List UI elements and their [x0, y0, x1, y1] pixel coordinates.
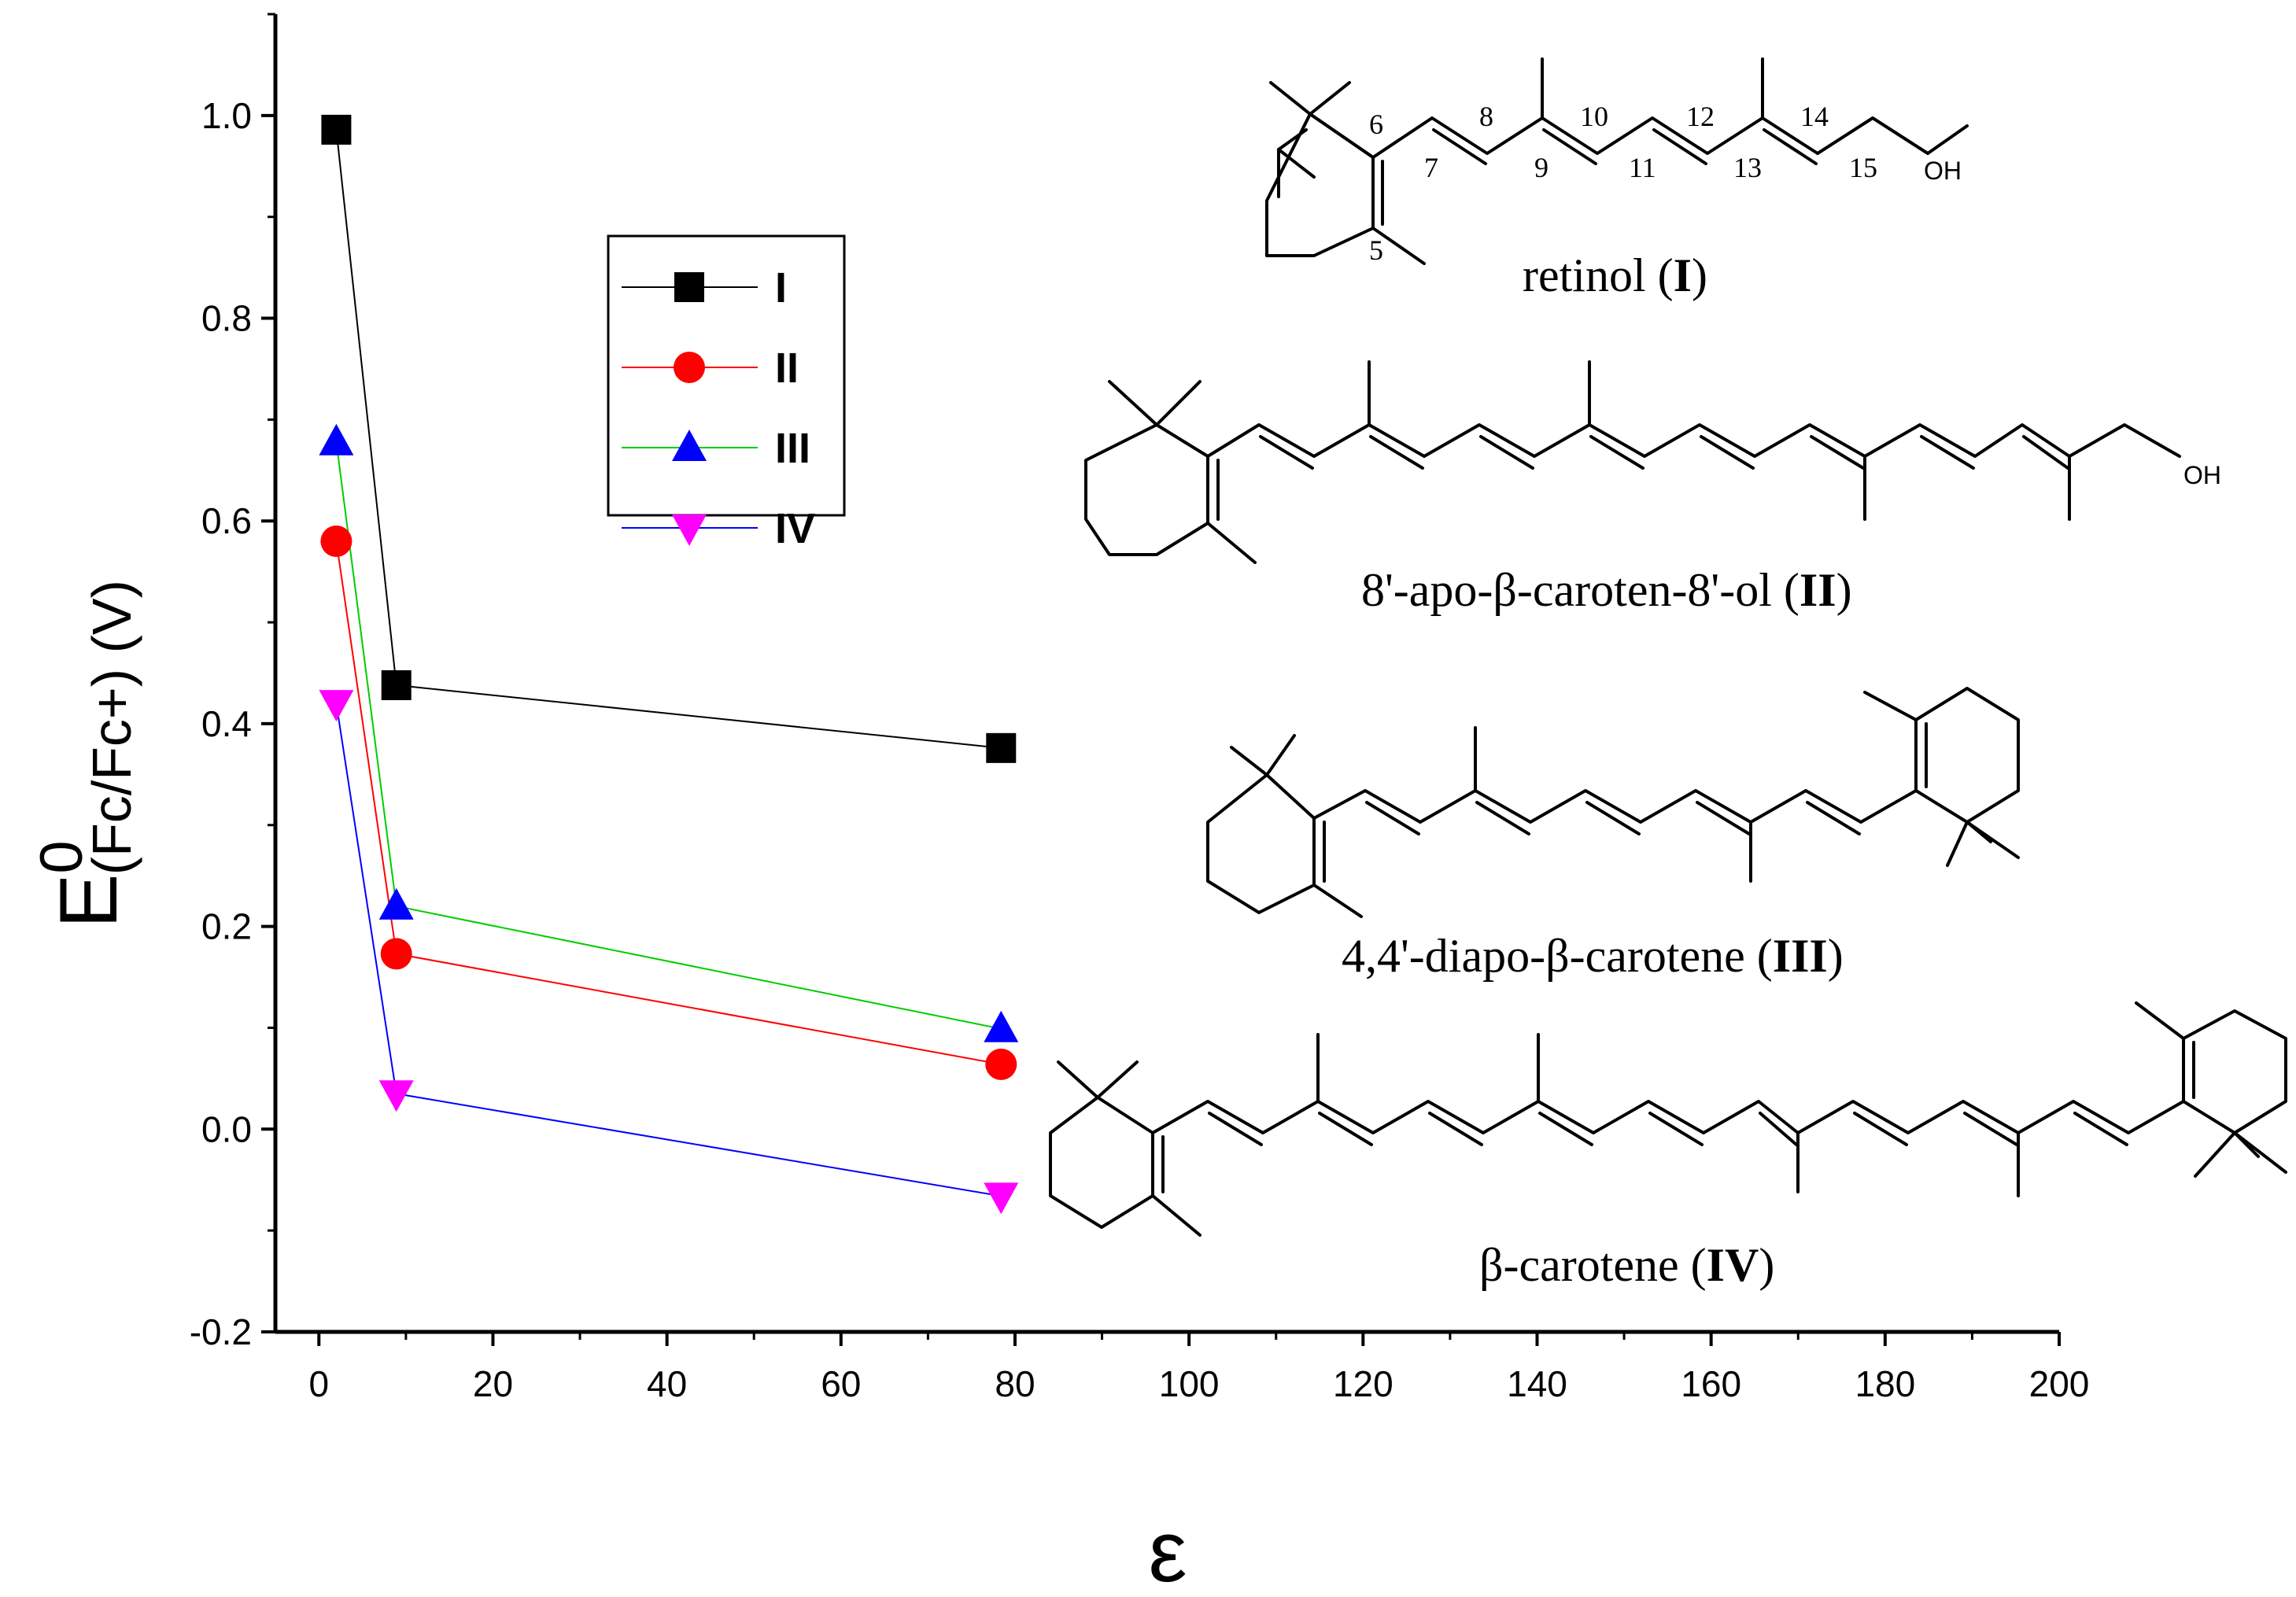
x-tick-label: 0	[308, 1363, 329, 1404]
atom-number-6: 6	[1369, 109, 1383, 140]
data-point-IV	[984, 1182, 1019, 1215]
data-point-II	[380, 938, 412, 970]
y-axis-title-sub: (Fc/Fc+) (V)	[81, 580, 142, 875]
beta-caption: β-carotene (IV)	[1479, 1239, 1774, 1291]
x-axis-title: ε	[1148, 1503, 1187, 1597]
retinol-oh-label: OH	[1924, 157, 1962, 185]
y-ticks: -0.2 0.0 0.2 0.4 0.6 0.8 1.0	[190, 13, 275, 1352]
data-point-III	[319, 423, 354, 455]
y-tick-label: 0.4	[201, 703, 252, 744]
atom-number-15: 15	[1849, 152, 1877, 183]
x-tick-label: 100	[1159, 1363, 1220, 1404]
legend-marker-IV	[672, 515, 707, 546]
data-point-IV	[319, 690, 354, 722]
data-point-I	[381, 669, 412, 700]
apo-oh-label: OH	[2183, 461, 2221, 489]
legend-marker-III	[672, 430, 707, 461]
data-point-II	[985, 1048, 1017, 1080]
atom-number-7: 7	[1424, 152, 1438, 183]
y-tick-label: 0.6	[201, 500, 252, 541]
apo-caption: 8'-apo-β-caroten-8'-ol (II)	[1361, 564, 1852, 616]
data-point-IV	[378, 1080, 414, 1112]
series-line-III	[335, 441, 1002, 1030]
x-tick-label: 120	[1333, 1363, 1393, 1404]
y-axis-title-sup: 0	[28, 840, 95, 873]
x-ticks: 0 20 40 60 80 100 120 140 160 180 200	[308, 1332, 2089, 1404]
atom-number-8: 8	[1479, 101, 1493, 132]
x-tick-label: 40	[647, 1363, 687, 1404]
data-point-II	[320, 526, 353, 557]
x-tick-label: 180	[1855, 1363, 1915, 1404]
y-axis-title: E0(Fc/Fc+) (V)	[28, 580, 142, 928]
x-tick-label: 160	[1681, 1363, 1741, 1404]
x-tick-label: 60	[821, 1363, 861, 1404]
molecule-beta-carotene: β-carotene (IV)	[1049, 1001, 2287, 1291]
x-tick-label: 140	[1507, 1363, 1567, 1404]
x-tick-label: 200	[2029, 1363, 2090, 1404]
legend-label-IV: IV	[775, 505, 815, 552]
data-point-I	[986, 732, 1017, 763]
legend-marker-II	[674, 352, 705, 383]
molecule-retinol: 5 6 7 8 9 10 11 12 13 14 15 OH retinol (…	[1265, 57, 1969, 301]
y-axis-title-main: E	[43, 874, 135, 928]
legend-label-I: I	[775, 264, 787, 312]
retinol-caption: retinol (I)	[1523, 249, 1707, 301]
series-line-II	[335, 540, 1002, 1065]
atom-number-13: 13	[1733, 152, 1762, 183]
y-tick-label: 0.2	[201, 906, 252, 947]
data-point-I	[321, 114, 352, 145]
legend-box	[607, 234, 846, 517]
y-tick-label: 0.0	[201, 1108, 252, 1149]
plot-axes	[273, 14, 2059, 1334]
molecule-apo-carotenol: OH 8'-apo-β-caroten-8'-ol (II)	[1084, 360, 2221, 616]
legend-label-III: III	[775, 425, 810, 472]
molecule-diapo-carotene: 4,4'-diapo-β-carotene (III)	[1206, 687, 2020, 982]
x-tick-label: 20	[473, 1363, 513, 1404]
legend-label-II: II	[775, 345, 799, 392]
retinol-numbers: 5 6 7 8 9 10 11 12 13 14 15	[1369, 101, 1877, 266]
legend-marker-I	[674, 272, 704, 302]
series-line-IV	[335, 703, 1002, 1197]
data-point-III	[378, 887, 414, 920]
y-tick-label: -0.2	[190, 1311, 252, 1352]
atom-number-12: 12	[1686, 101, 1715, 132]
y-tick-label: 1.0	[201, 95, 252, 136]
y-tick-label: 0.8	[201, 298, 252, 339]
atom-number-5: 5	[1369, 234, 1383, 266]
x-tick-label: 80	[995, 1363, 1035, 1404]
diapo-caption: 4,4'-diapo-β-carotene (III)	[1342, 930, 1844, 982]
svg-text:E0(Fc/Fc+) (V): E0(Fc/Fc+) (V)	[28, 580, 142, 928]
atom-number-14: 14	[1800, 101, 1829, 132]
data-point-III	[984, 1010, 1019, 1042]
atom-number-9: 9	[1534, 152, 1549, 183]
atom-number-10: 10	[1580, 101, 1608, 132]
series-markers	[319, 114, 1019, 1215]
atom-number-11: 11	[1629, 152, 1656, 183]
